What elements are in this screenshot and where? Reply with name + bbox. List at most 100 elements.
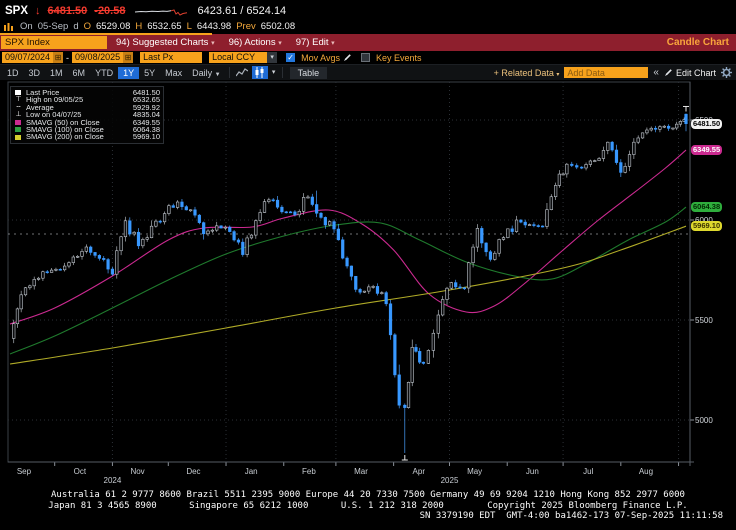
svg-text:2025: 2025 bbox=[441, 476, 459, 485]
legend-label: SMAVG (200) on Close bbox=[26, 132, 104, 142]
prev-value: 6502.08 bbox=[260, 21, 296, 32]
price-change: -20.58 bbox=[94, 5, 126, 17]
low-label: L bbox=[186, 21, 192, 32]
calendar-icon[interactable]: ⊞ bbox=[123, 52, 134, 63]
session-line: On 05-Sep d O 6529.08 H 6532.65 L 6443.9… bbox=[0, 19, 736, 35]
svg-text:6500: 6500 bbox=[695, 116, 713, 125]
period-tab-5y[interactable]: 5Y bbox=[144, 67, 156, 78]
related-data-button[interactable]: + Related Data ▾ bbox=[493, 67, 560, 78]
legend-swatch bbox=[15, 127, 21, 133]
date-from-input[interactable]: 09/07/2024 bbox=[2, 52, 54, 63]
svg-text:Aug: Aug bbox=[639, 467, 653, 476]
legend-marker-icon: ⊥ bbox=[15, 111, 22, 119]
collapse-icon[interactable]: « bbox=[653, 67, 659, 78]
period-tab-max[interactable]: Max bbox=[165, 67, 183, 78]
last-price: 6481.50 bbox=[47, 5, 88, 17]
chevron-down-icon: ▾ bbox=[331, 40, 335, 47]
period-tab-6m[interactable]: 6M bbox=[72, 67, 86, 78]
legend-row: ╌ Average 5929.92 bbox=[14, 102, 160, 112]
legend-row: SMAVG (100) on Close 6064.38 bbox=[14, 126, 160, 133]
svg-text:May: May bbox=[467, 467, 482, 476]
high-value: 6532.65 bbox=[147, 21, 182, 32]
footer-session-info: SN 3379190 EDT GMT-4:00 ba1462-173 07-Se… bbox=[419, 511, 723, 521]
legend-value: 5969.10 bbox=[132, 132, 160, 142]
day-range: 6423.61 / 6524.14 bbox=[197, 5, 287, 17]
low-value: 6443.98 bbox=[196, 21, 232, 32]
toolbar-right: + Related Data ▾ « Edit Chart bbox=[494, 67, 736, 78]
legend-label: SMAVG (100) on Close bbox=[26, 125, 104, 135]
chevron-down-icon[interactable]: ▾ bbox=[267, 52, 278, 63]
legend-value: 6532.65 bbox=[132, 95, 160, 105]
divider bbox=[281, 67, 283, 78]
period-tab-ytd[interactable]: YTD bbox=[95, 67, 114, 78]
chart-type-dropdown[interactable]: ▾ bbox=[271, 69, 276, 76]
chart-toolbar: 1D 3D 1M 6M YTD 1Y 5Y Max Daily ▼ ▾ Table + Rel… bbox=[0, 64, 736, 80]
edit-chart-button[interactable]: Edit Chart bbox=[664, 68, 716, 78]
query-controls: 09/07/2024 ⊞ - 09/08/2025 ⊞ Last Px Loca… bbox=[0, 51, 736, 64]
legend-marker-icon: ⊤ bbox=[15, 96, 22, 104]
period-tab-1y[interactable]: 1Y bbox=[118, 66, 140, 79]
legend-swatch bbox=[15, 90, 21, 96]
legend-value: 6481.50 bbox=[132, 88, 160, 97]
menu-item[interactable]: 97) Edit ▾ bbox=[295, 37, 335, 48]
on-label: On bbox=[20, 21, 33, 32]
svg-text:Jun: Jun bbox=[526, 467, 539, 476]
session-freq: d bbox=[73, 21, 79, 32]
prev-label: Prev bbox=[236, 21, 256, 32]
add-data-input[interactable] bbox=[564, 67, 649, 78]
period-tab-1m[interactable]: 1M bbox=[50, 67, 63, 78]
svg-text:Jul: Jul bbox=[583, 467, 593, 476]
ticker-symbol: SPX bbox=[5, 5, 29, 17]
legend-label: Average bbox=[26, 102, 54, 112]
menu-items: 94) Suggested Charts ▾ 96) Actions ▾ 97) E… bbox=[109, 37, 342, 48]
menu-item[interactable]: 94) Suggested Charts ▾ bbox=[116, 37, 215, 48]
svg-text:Feb: Feb bbox=[302, 467, 316, 476]
menu-item[interactable]: 96) Actions ▾ bbox=[228, 37, 282, 48]
candle-chart-icon[interactable] bbox=[251, 66, 268, 79]
period-tab-3d[interactable]: 3D bbox=[28, 67, 41, 78]
high-label: H bbox=[135, 21, 143, 32]
svg-text:Dec: Dec bbox=[186, 467, 200, 476]
svg-text:Sep: Sep bbox=[17, 467, 32, 476]
legend-value: 4835.04 bbox=[132, 110, 160, 120]
period-tabs: 1D 3D 1M 6M YTD 1Y 5Y Max bbox=[2, 66, 187, 79]
legend-row: Last Price 6481.50 bbox=[14, 89, 160, 96]
footer-contacts-line2: Japan 81 3 4565 8900 Singapore 65 6212 1… bbox=[48, 500, 688, 511]
svg-text:Jan: Jan bbox=[245, 467, 258, 476]
line-chart-icon[interactable] bbox=[234, 66, 250, 79]
legend-value: 5929.92 bbox=[132, 102, 160, 112]
legend-label: Last Price bbox=[26, 88, 60, 97]
mov-avgs-checkbox[interactable]: ✓ bbox=[286, 53, 296, 62]
svg-text:2024: 2024 bbox=[104, 476, 122, 485]
field-select[interactable]: Last Px bbox=[140, 52, 203, 63]
key-events-checkbox[interactable] bbox=[360, 53, 370, 62]
legend-label: Low on 04/07/25 bbox=[26, 110, 82, 120]
chevron-down-icon: ▾ bbox=[211, 40, 215, 47]
date-to-input[interactable]: 09/08/2025 bbox=[72, 52, 124, 63]
legend-label: SMAVG (50) on Close bbox=[26, 117, 100, 127]
legend-value: 6349.55 bbox=[132, 117, 160, 127]
svg-text:Apr: Apr bbox=[413, 467, 426, 476]
chart-area[interactable]: 6500 6000 5500 5000 Sep Oct Nov Dec Jan Feb Mar Apr… bbox=[0, 80, 736, 488]
legend-swatch bbox=[15, 134, 21, 140]
currency-select[interactable]: Local CCY bbox=[209, 52, 268, 63]
period-tab-1d[interactable]: 1D bbox=[7, 67, 19, 78]
pencil-icon[interactable] bbox=[343, 53, 352, 62]
legend-label: High on 09/05/25 bbox=[26, 95, 84, 105]
sparkline-icon bbox=[135, 9, 188, 16]
calendar-icon[interactable]: ⊞ bbox=[53, 52, 64, 63]
quote-line: SPX ↓ 6481.50 -20.58 6423.61 / 6524.14 bbox=[0, 0, 736, 19]
gear-icon[interactable] bbox=[721, 67, 732, 78]
terminal-footer: Australia 61 2 9777 8600 Brazil 5511 239… bbox=[0, 488, 736, 530]
svg-text:6000: 6000 bbox=[695, 216, 713, 225]
divider bbox=[228, 67, 230, 78]
security-field[interactable]: SPX Index bbox=[1, 36, 107, 49]
key-events-label: Key Events bbox=[375, 52, 422, 63]
chart-title: Candle Chart bbox=[666, 37, 729, 48]
frequency-select[interactable]: Daily ▼ bbox=[192, 67, 221, 78]
table-button[interactable]: Table bbox=[289, 66, 328, 79]
mini-chart-icon bbox=[4, 22, 13, 31]
chart-legend: Last Price 6481.50 ⊤ High on 09/05/25 6532.6… bbox=[10, 86, 164, 144]
legend-swatch bbox=[15, 119, 21, 125]
